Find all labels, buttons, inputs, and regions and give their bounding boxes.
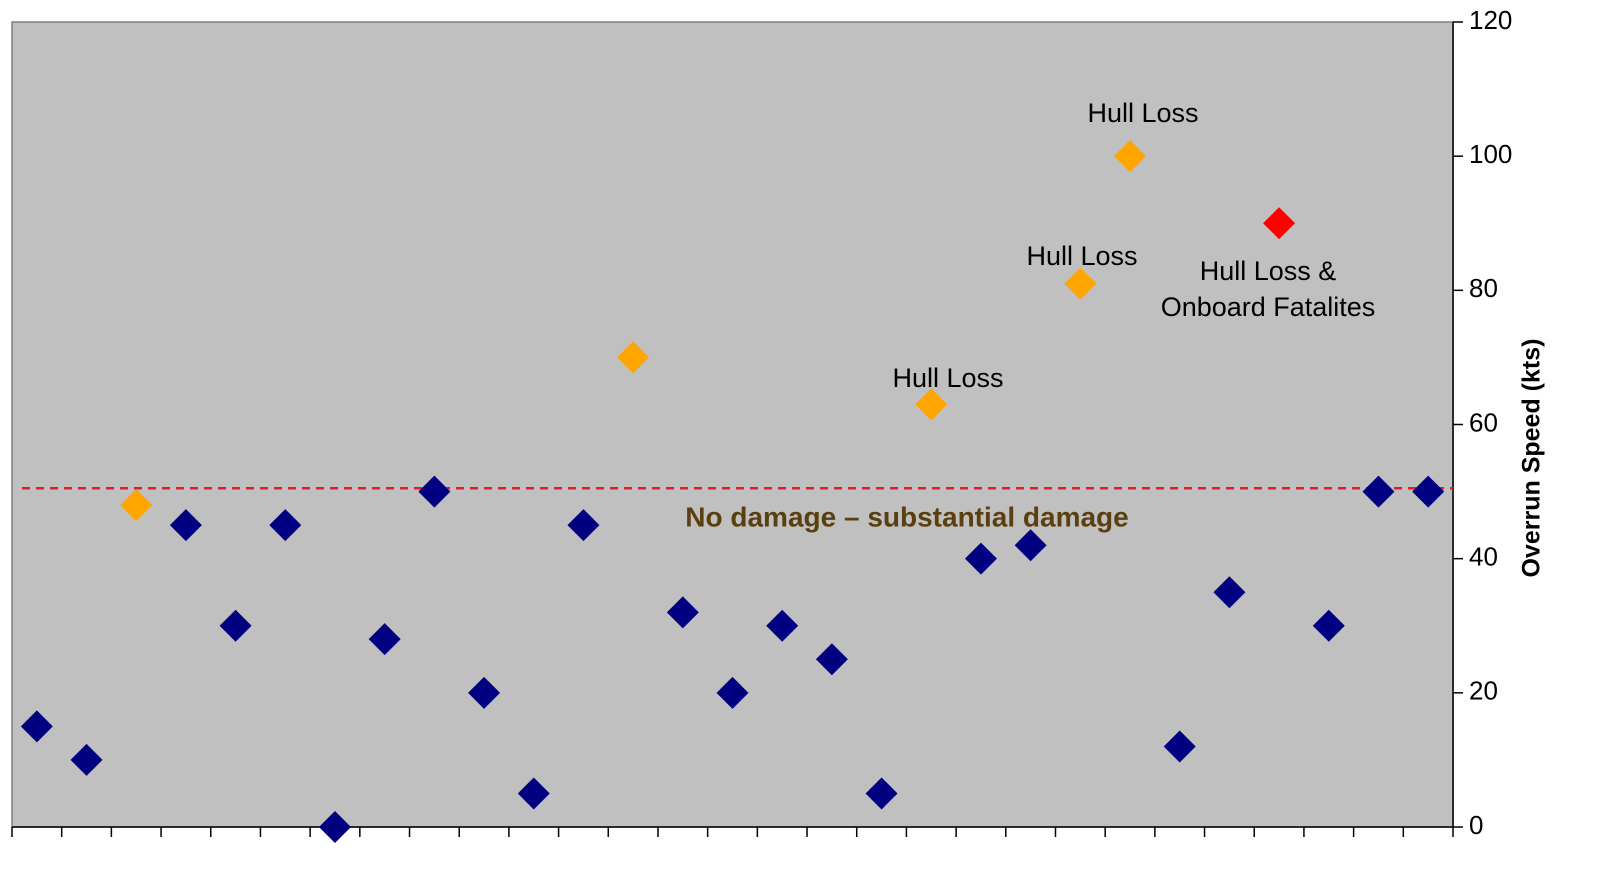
point bbox=[716, 676, 749, 709]
point bbox=[1213, 576, 1246, 609]
point bbox=[815, 643, 848, 676]
annotation: Onboard Fatalites bbox=[1161, 292, 1376, 322]
reference-label: No damage – substantial damage bbox=[685, 502, 1128, 533]
point bbox=[219, 609, 252, 642]
point bbox=[865, 777, 898, 810]
point bbox=[567, 509, 600, 542]
y-tick-label: 40 bbox=[1469, 542, 1498, 572]
point bbox=[269, 509, 302, 542]
point bbox=[1263, 207, 1296, 240]
y-tick-label: 20 bbox=[1469, 676, 1498, 706]
point bbox=[766, 609, 799, 642]
point bbox=[964, 542, 997, 575]
annotation: Hull Loss bbox=[1026, 241, 1137, 271]
point bbox=[468, 676, 501, 709]
point bbox=[318, 811, 351, 843]
y-tick-label: 0 bbox=[1469, 810, 1483, 840]
annotation: Hull Loss bbox=[1087, 98, 1198, 128]
point bbox=[517, 777, 550, 810]
point bbox=[418, 475, 451, 508]
y-tick-label: 120 bbox=[1469, 5, 1512, 35]
point bbox=[1163, 730, 1196, 763]
point bbox=[1412, 475, 1445, 508]
point bbox=[120, 489, 153, 521]
y-tick-label: 60 bbox=[1469, 407, 1498, 437]
point bbox=[70, 743, 103, 776]
point bbox=[169, 509, 202, 542]
point bbox=[1114, 140, 1147, 173]
point bbox=[20, 710, 53, 743]
point bbox=[1064, 267, 1097, 300]
annotation: Hull Loss & bbox=[1200, 256, 1337, 286]
annotation: Hull Loss bbox=[892, 363, 1003, 393]
y-tick-label: 80 bbox=[1469, 273, 1498, 303]
point bbox=[915, 388, 948, 421]
point bbox=[666, 596, 699, 629]
point bbox=[1014, 529, 1047, 562]
point bbox=[368, 623, 401, 656]
point bbox=[1312, 609, 1345, 642]
y-tick-label: 100 bbox=[1469, 139, 1512, 169]
point bbox=[617, 341, 650, 374]
y-axis-label: Overrun Speed (kts) bbox=[1518, 339, 1546, 578]
point bbox=[1362, 475, 1395, 508]
